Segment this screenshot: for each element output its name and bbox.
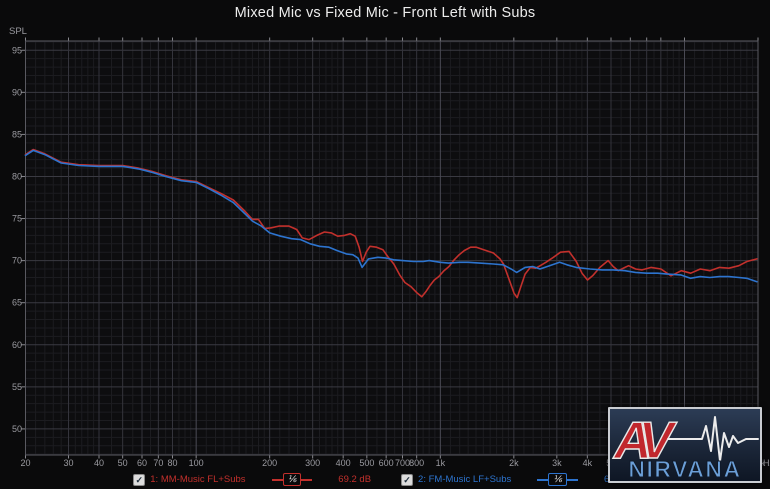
svg-text:50: 50 [12, 424, 22, 434]
svg-text:700: 700 [395, 458, 410, 468]
series-2-checkbox[interactable]: ✓ [401, 473, 414, 486]
svg-text:50: 50 [118, 458, 128, 468]
svg-text:400: 400 [336, 458, 351, 468]
svg-text:80: 80 [12, 171, 22, 181]
logo-nirvana-text: NIRVANA [628, 456, 741, 481]
series-1-level-readout: 69.2 dB [338, 474, 372, 485]
series-1-smoothing-badge[interactable]: ⅙ [271, 473, 313, 486]
trace-sample-line [566, 478, 578, 481]
smoothing-value: ⅙ [287, 474, 297, 484]
svg-text:65: 65 [12, 298, 22, 308]
trace-sample-line [301, 478, 313, 481]
trace-sample-line [271, 478, 283, 481]
svg-text:3k: 3k [552, 458, 562, 468]
trace-sample-line [537, 478, 549, 481]
smoothing-box: ⅙ [548, 473, 567, 486]
smoothing-value: ⅙ [553, 474, 562, 484]
svg-text:40: 40 [94, 458, 104, 468]
svg-text:30: 30 [63, 458, 73, 468]
trace-series-2 [24, 149, 758, 283]
smoothing-box: ⅙ [282, 473, 302, 486]
svg-text:85: 85 [12, 129, 22, 139]
avnirvana-watermark: AV NIRVANA [608, 407, 762, 483]
svg-text:60: 60 [137, 458, 147, 468]
svg-text:95: 95 [12, 45, 22, 55]
legend-item-2: ✓ 2: FM-Music LF+Subs [401, 473, 512, 486]
y-axis-unit-label: SPL [9, 26, 27, 37]
svg-text:70: 70 [12, 256, 22, 266]
svg-text:100: 100 [189, 458, 204, 468]
svg-text:600: 600 [379, 458, 394, 468]
series-1-checkbox[interactable]: ✓ [133, 473, 146, 486]
legend-item-1: ✓ 1: MM-Music FL+Subs [133, 473, 246, 486]
svg-text:Hz: Hz [763, 458, 770, 468]
series-1-label[interactable]: 1: MM-Music FL+Subs [150, 474, 246, 485]
series-2-smoothing-badge[interactable]: ⅙ [537, 473, 578, 486]
svg-text:70: 70 [153, 458, 163, 468]
svg-text:300: 300 [305, 458, 320, 468]
svg-text:1k: 1k [436, 458, 446, 468]
chart-title: Mixed Mic vs Fixed Mic - Front Left with… [234, 5, 536, 21]
check-icon: ✓ [135, 474, 144, 485]
svg-text:75: 75 [12, 214, 22, 224]
series-2-label[interactable]: 2: FM-Music LF+Subs [418, 474, 512, 485]
svg-text:500: 500 [359, 458, 374, 468]
avnirvana-logo-art: AV NIRVANA [611, 411, 759, 481]
svg-text:800: 800 [409, 458, 424, 468]
svg-text:2k: 2k [509, 458, 519, 468]
svg-text:55: 55 [12, 382, 22, 392]
check-icon: ✓ [403, 474, 411, 485]
logo-waveform-icon [667, 416, 759, 462]
svg-text:60: 60 [12, 340, 22, 350]
svg-text:200: 200 [262, 458, 277, 468]
svg-text:80: 80 [167, 458, 177, 468]
svg-text:90: 90 [12, 87, 22, 97]
svg-text:4k: 4k [583, 458, 593, 468]
svg-text:20: 20 [20, 458, 30, 468]
